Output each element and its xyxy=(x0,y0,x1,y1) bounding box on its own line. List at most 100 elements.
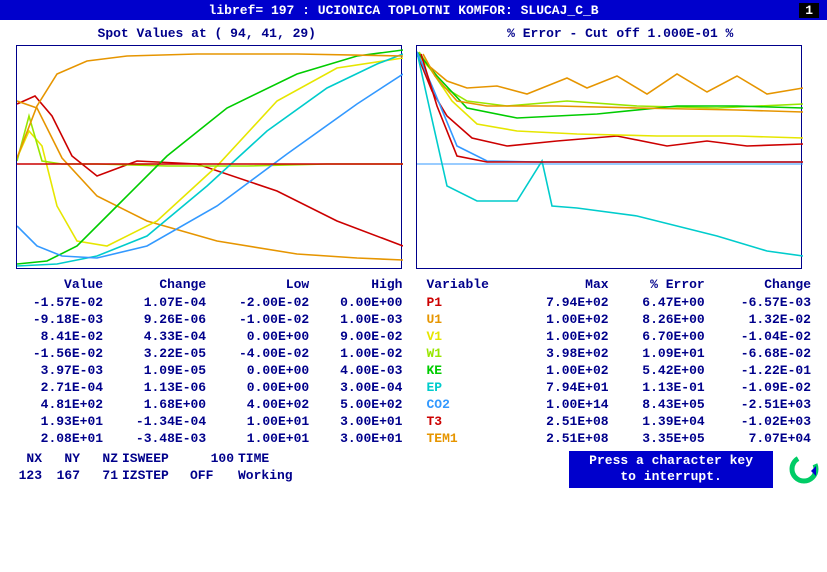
table-cell: 1.09E-05 xyxy=(111,362,214,379)
table-cell: -1.22E-01 xyxy=(713,362,819,379)
title-badge: 1 xyxy=(799,3,819,18)
right-table: VariableMax% ErrorChange P1 7.94E+02 6.4… xyxy=(417,275,820,447)
table-cell: 3.97E-03 xyxy=(8,362,111,379)
table-row: V1 1.00E+02 6.70E+00-1.04E-02 xyxy=(417,328,820,345)
table-row: EP 7.94E+01 1.13E-01-1.09E-02 xyxy=(417,379,820,396)
interrupt-message[interactable]: Press a character key to interrupt. xyxy=(569,451,773,488)
panel-titles: Spot Values at ( 94, 41, 29) % Error - C… xyxy=(0,20,827,45)
table-cell: 7.07E+04 xyxy=(713,430,819,447)
grid-isweep-label: ISWEEP xyxy=(122,451,186,468)
table-cell: -3.48E-03 xyxy=(111,430,214,447)
table-cell: -1.00E-02 xyxy=(214,311,317,328)
title-bar: libref= 197 : UCIONICA TOPLOTNI KOMFOR: … xyxy=(0,0,827,20)
table-cell: 3.98E+02 xyxy=(520,345,616,362)
table-row: U1 1.00E+02 8.26E+00 1.32E-02 xyxy=(417,311,820,328)
grid-working: Working xyxy=(238,468,302,485)
table-row: P1 7.94E+02 6.47E+00-6.57E-03 xyxy=(417,294,820,311)
left-col-header: Change xyxy=(111,275,214,294)
status-row: NX NY NZ ISWEEP 100 TIME 123 167 71 IZST… xyxy=(0,447,827,488)
grid-isweep-value: 100 xyxy=(190,451,234,468)
table-cell: 1.68E+00 xyxy=(111,396,214,413)
table-cell: 5.00E+02 xyxy=(317,396,410,413)
title-text: libref= 197 : UCIONICA TOPLOTNI KOMFOR: … xyxy=(8,3,799,18)
grid-info: NX NY NZ ISWEEP 100 TIME 123 167 71 IZST… xyxy=(8,451,302,485)
left-table: ValueChangeLowHigh -1.57E-02 1.07E-04-2.… xyxy=(8,275,411,447)
table-cell: 4.00E-03 xyxy=(317,362,410,379)
table-cell: 7.94E+01 xyxy=(520,379,616,396)
table-cell: 2.08E+01 xyxy=(8,430,111,447)
table-cell: 1.13E-06 xyxy=(111,379,214,396)
variable-name: W1 xyxy=(417,345,521,362)
table-cell: 8.41E-02 xyxy=(8,328,111,345)
table-cell: 1.00E+02 xyxy=(520,311,616,328)
right-panel-title: % Error - Cut off 1.000E-01 % xyxy=(414,26,827,41)
left-col-header: High xyxy=(317,275,410,294)
table-row: 8.41E-02 4.33E-04 0.00E+00 9.00E-02 xyxy=(8,328,411,345)
table-row: TEM1 2.51E+08 3.35E+05 7.07E+04 xyxy=(417,430,820,447)
variable-name: P1 xyxy=(417,294,521,311)
variable-name: U1 xyxy=(417,311,521,328)
table-cell: 5.42E+00 xyxy=(617,362,713,379)
variable-name: EP xyxy=(417,379,521,396)
table-cell: 1.00E+02 xyxy=(520,362,616,379)
table-cell: 4.33E-04 xyxy=(111,328,214,345)
interrupt-line1: Press a character key xyxy=(589,453,753,469)
grid-time-label: TIME xyxy=(238,451,302,468)
table-cell: -6.68E-02 xyxy=(713,345,819,362)
table-cell: 1.39E+04 xyxy=(617,413,713,430)
table-cell: 8.26E+00 xyxy=(617,311,713,328)
table-cell: -9.18E-03 xyxy=(8,311,111,328)
grid-nz-value: 71 xyxy=(84,468,118,485)
grid-ny-value: 167 xyxy=(46,468,80,485)
right-col-header: Max xyxy=(520,275,616,294)
variable-name: KE xyxy=(417,362,521,379)
variable-name: T3 xyxy=(417,413,521,430)
table-cell: -1.34E-04 xyxy=(111,413,214,430)
table-cell: 6.47E+00 xyxy=(617,294,713,311)
table-cell: -2.51E+03 xyxy=(713,396,819,413)
table-cell: 3.00E+01 xyxy=(317,430,410,447)
table-row: -9.18E-03 9.26E-06-1.00E-02 1.00E-03 xyxy=(8,311,411,328)
table-row: -1.57E-02 1.07E-04-2.00E-02 0.00E+00 xyxy=(8,294,411,311)
charts-row xyxy=(0,45,827,275)
table-row: 2.08E+01-3.48E-03 1.00E+01 3.00E+01 xyxy=(8,430,411,447)
logo-icon xyxy=(789,454,819,484)
grid-nx-value: 123 xyxy=(8,468,42,485)
table-cell: 9.00E-02 xyxy=(317,328,410,345)
grid-izstep-label: IZSTEP xyxy=(122,468,186,485)
table-cell: -4.00E-02 xyxy=(214,345,317,362)
table-cell: 7.94E+02 xyxy=(520,294,616,311)
grid-ny-label: NY xyxy=(46,451,80,468)
table-cell: -2.00E-02 xyxy=(214,294,317,311)
table-row: 4.81E+02 1.68E+00 4.00E+02 5.00E+02 xyxy=(8,396,411,413)
grid-nz-label: NZ xyxy=(84,451,118,468)
table-cell: 2.51E+08 xyxy=(520,430,616,447)
table-cell: 2.51E+08 xyxy=(520,413,616,430)
table-cell: -6.57E-03 xyxy=(713,294,819,311)
table-cell: 1.00E-02 xyxy=(317,345,410,362)
left-col-header: Value xyxy=(8,275,111,294)
table-cell: 1.07E-04 xyxy=(111,294,214,311)
left-chart xyxy=(16,45,402,269)
grid-izstep-value: OFF xyxy=(190,468,234,485)
tables-row: ValueChangeLowHigh -1.57E-02 1.07E-04-2.… xyxy=(0,275,827,447)
table-cell: 0.00E+00 xyxy=(214,328,317,345)
table-cell: 3.00E-04 xyxy=(317,379,410,396)
table-cell: 0.00E+00 xyxy=(214,362,317,379)
table-row: W1 3.98E+02 1.09E+01-6.68E-02 xyxy=(417,345,820,362)
table-cell: 4.00E+02 xyxy=(214,396,317,413)
table-cell: 1.32E-02 xyxy=(713,311,819,328)
table-cell: 9.26E-06 xyxy=(111,311,214,328)
variable-name: TEM1 xyxy=(417,430,521,447)
table-row: 1.93E+01-1.34E-04 1.00E+01 3.00E+01 xyxy=(8,413,411,430)
table-cell: 2.71E-04 xyxy=(8,379,111,396)
table-cell: -1.57E-02 xyxy=(8,294,111,311)
table-cell: 8.43E+05 xyxy=(617,396,713,413)
variable-name: V1 xyxy=(417,328,521,345)
table-cell: -1.02E+03 xyxy=(713,413,819,430)
table-row: -1.56E-02 3.22E-05-4.00E-02 1.00E-02 xyxy=(8,345,411,362)
right-col-header: Variable xyxy=(417,275,521,294)
table-cell: 3.00E+01 xyxy=(317,413,410,430)
table-cell: 1.00E+01 xyxy=(214,413,317,430)
left-col-header: Low xyxy=(214,275,317,294)
